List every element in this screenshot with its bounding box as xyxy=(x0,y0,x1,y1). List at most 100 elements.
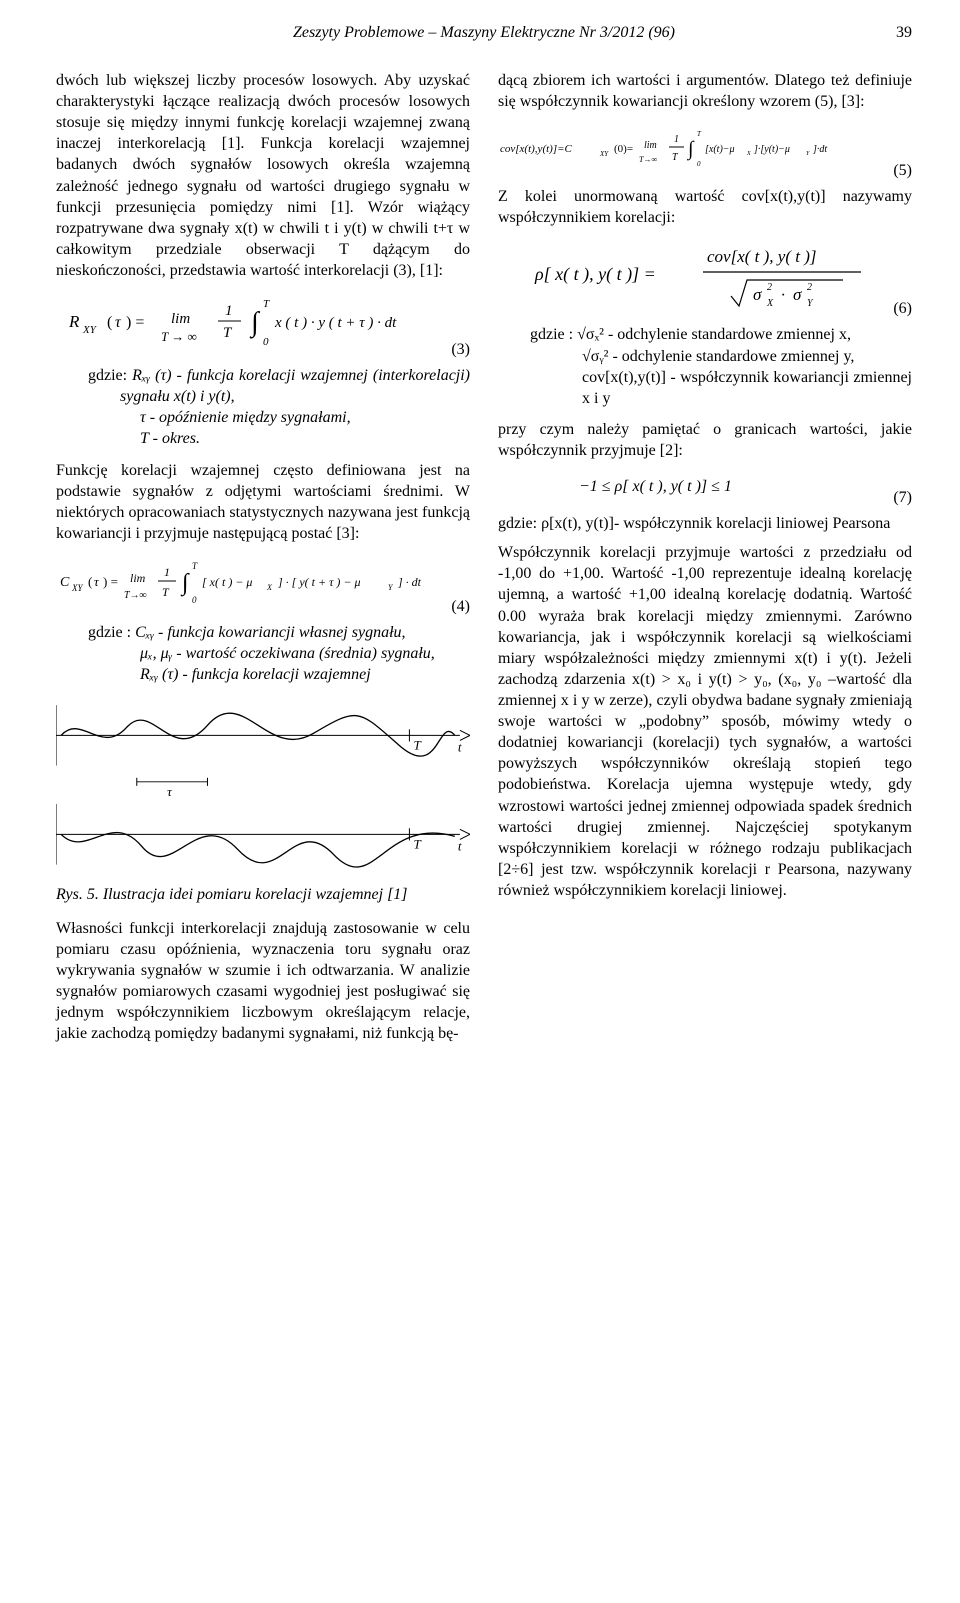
where-item: gdzie : √σₓ² - odchylenie standardowe zm… xyxy=(530,324,912,345)
svg-text:∫: ∫ xyxy=(249,307,261,339)
svg-text:T → ∞: T → ∞ xyxy=(161,329,197,344)
where-item: T - okres. xyxy=(88,428,470,449)
equation-5-label: (5) xyxy=(498,162,912,180)
where-item: μₓ, μᵧ - wartość oczekiwana (średnia) sy… xyxy=(88,643,470,664)
svg-text:0: 0 xyxy=(192,595,197,605)
svg-text:Y: Y xyxy=(388,583,394,592)
where-item: gdzie: Rₓᵧ (τ) - funkcja korelacji wzaje… xyxy=(88,365,470,407)
svg-text:∫: ∫ xyxy=(686,138,695,161)
svg-text:(: ( xyxy=(107,314,112,331)
where-text: Cₓᵧ - funkcja kowariancji własnej sygnał… xyxy=(135,624,405,641)
two-column-layout: dwóch lub większej liczby procesów losow… xyxy=(56,70,912,1048)
svg-text:(0)=: (0)= xyxy=(614,143,633,155)
where-text: cov[x(t),y(t)] - współczynnik kowariancj… xyxy=(582,369,912,407)
svg-text:cov[x( t ), y( t )]: cov[x( t ), y( t )] xyxy=(707,247,817,266)
svg-text:] · dt: ] · dt xyxy=(397,575,422,589)
svg-text:T: T xyxy=(413,837,422,852)
where-item: Rₓᵧ (τ) - funkcja korelacji wzajemnej xyxy=(88,664,470,685)
where-lead: gdzie : xyxy=(88,624,135,641)
paragraph: przy czym należy pamiętać o granicach wa… xyxy=(498,419,912,461)
svg-text:σ: σ xyxy=(753,285,762,304)
figure-5-caption: Rys. 5. Ilustracja idei pomiaru korelacj… xyxy=(56,885,470,905)
svg-text:T: T xyxy=(223,325,233,341)
svg-text:2: 2 xyxy=(807,282,812,293)
svg-text:]·dt: ]·dt xyxy=(812,144,827,155)
svg-text:0: 0 xyxy=(263,336,269,348)
paragraph: Z kolei unormowaną wartość cov[x(t),y(t)… xyxy=(498,186,912,228)
svg-text:lim: lim xyxy=(171,311,190,327)
svg-text:(: ( xyxy=(88,574,92,589)
svg-text:T→∞: T→∞ xyxy=(124,590,147,601)
svg-text:τ: τ xyxy=(94,574,100,589)
svg-text:X: X xyxy=(766,298,774,309)
svg-text:−1 ≤ ρ[ x( t ), y( t )] ≤ 1: −1 ≤ ρ[ x( t ), y( t )] ≤ 1 xyxy=(579,478,732,495)
where-item: τ - opóźnienie między sygnałami, xyxy=(88,407,470,428)
svg-text:·: · xyxy=(781,287,785,304)
where-text: τ - opóźnienie między sygnałami, xyxy=(140,409,351,426)
figure-5: T t τ xyxy=(56,695,470,877)
svg-text:τ: τ xyxy=(115,314,122,331)
svg-text:X: X xyxy=(266,583,273,592)
svg-text:2: 2 xyxy=(767,282,772,293)
svg-text:1: 1 xyxy=(225,303,233,319)
svg-text:cov[x(t),y(t)]=C: cov[x(t),y(t)]=C xyxy=(500,143,573,155)
paragraph: Własności funkcji interkorelacji znajduj… xyxy=(56,918,470,1045)
svg-text:t: t xyxy=(458,839,462,854)
where-text: √σₓ² - odchylenie standardowe zmiennej x… xyxy=(577,326,851,343)
left-column: dwóch lub większej liczby procesów losow… xyxy=(56,70,470,1048)
svg-text:1: 1 xyxy=(674,134,679,145)
svg-text:ρ[ x( t ), y( t )] =: ρ[ x( t ), y( t )] = xyxy=(534,264,656,285)
where-item: √σᵧ² - odchylenie standardowe zmiennej y… xyxy=(530,346,912,367)
running-header: Zeszyty Problemowe – Maszyny Elektryczne… xyxy=(56,24,912,42)
svg-text:T: T xyxy=(697,130,702,138)
svg-text:1: 1 xyxy=(164,565,170,579)
right-column: dącą zbiorem ich wartości i argumentów. … xyxy=(498,70,912,1048)
where-text: √σᵧ² - odchylenie standardowe zmiennej y… xyxy=(582,348,854,365)
paragraph: gdzie: ρ[x(t), y(t)]- współczynnik korel… xyxy=(498,513,912,534)
svg-text:]·[y(t)−μ: ]·[y(t)−μ xyxy=(753,144,790,155)
where-list-4: gdzie : Cₓᵧ - funkcja kowariancji własne… xyxy=(56,622,470,685)
svg-text:T→∞: T→∞ xyxy=(639,155,657,164)
svg-text:X: X xyxy=(746,151,751,157)
where-item: cov[x(t),y(t)] - współczynnik kowariancj… xyxy=(530,367,912,409)
svg-text:T: T xyxy=(162,585,170,599)
svg-text:[ x( t ) − μ: [ x( t ) − μ xyxy=(202,575,252,589)
svg-text:T: T xyxy=(263,298,270,310)
paragraph: dącą zbiorem ich wartości i argumentów. … xyxy=(498,70,912,112)
svg-text:lim: lim xyxy=(130,571,146,585)
where-item: gdzie : Cₓᵧ - funkcja kowariancji własne… xyxy=(88,622,470,643)
svg-text:] · [ y( t + τ ) − μ: ] · [ y( t + τ ) − μ xyxy=(277,575,361,589)
svg-text:R: R xyxy=(68,312,80,331)
svg-text:XY: XY xyxy=(599,150,609,158)
svg-text:x ( t ) · y ( t + τ ) · dt: x ( t ) · y ( t + τ ) · dt xyxy=(274,315,397,331)
svg-text:∫: ∫ xyxy=(180,570,190,597)
svg-text:T: T xyxy=(413,738,422,753)
svg-text:σ: σ xyxy=(793,285,802,304)
equation-4-label: (4) xyxy=(56,598,470,616)
svg-text:0: 0 xyxy=(697,160,701,168)
where-text: Rₓᵧ (τ) - funkcja korelacji wzajemnej (i… xyxy=(120,367,470,405)
where-list-3: gdzie: Rₓᵧ (τ) - funkcja korelacji wzaje… xyxy=(56,365,470,449)
svg-text:[x(t)−μ: [x(t)−μ xyxy=(705,144,735,155)
svg-text:XY: XY xyxy=(82,324,98,336)
page: Zeszyty Problemowe – Maszyny Elektryczne… xyxy=(0,0,960,1088)
svg-text:XY: XY xyxy=(71,583,83,593)
journal-title: Zeszyty Problemowe – Maszyny Elektryczne… xyxy=(293,24,675,41)
svg-text:t: t xyxy=(458,740,462,755)
svg-text:) =: ) = xyxy=(126,314,144,331)
paragraph: Funkcję korelacji wzajemnej często defin… xyxy=(56,460,470,544)
paragraph: dwóch lub większej liczby procesów losow… xyxy=(56,70,470,281)
svg-text:τ: τ xyxy=(167,784,173,799)
paragraph: Współczynnik korelacji przyjmuje wartośc… xyxy=(498,542,912,901)
page-number: 39 xyxy=(896,24,912,42)
where-text: Rₓᵧ (τ) - funkcja korelacji wzajemnej xyxy=(140,666,371,683)
where-list-6: gdzie : √σₓ² - odchylenie standardowe zm… xyxy=(498,324,912,408)
svg-text:lim: lim xyxy=(644,140,657,151)
equation-6-label: (6) xyxy=(498,300,912,318)
where-text: μₓ, μᵧ - wartość oczekiwana (średnia) sy… xyxy=(140,645,435,662)
where-text: T - okres. xyxy=(140,430,200,447)
svg-text:C: C xyxy=(60,575,70,590)
svg-text:Y: Y xyxy=(806,151,810,157)
where-lead: gdzie : xyxy=(530,326,577,343)
where-lead: gdzie: xyxy=(88,367,132,384)
